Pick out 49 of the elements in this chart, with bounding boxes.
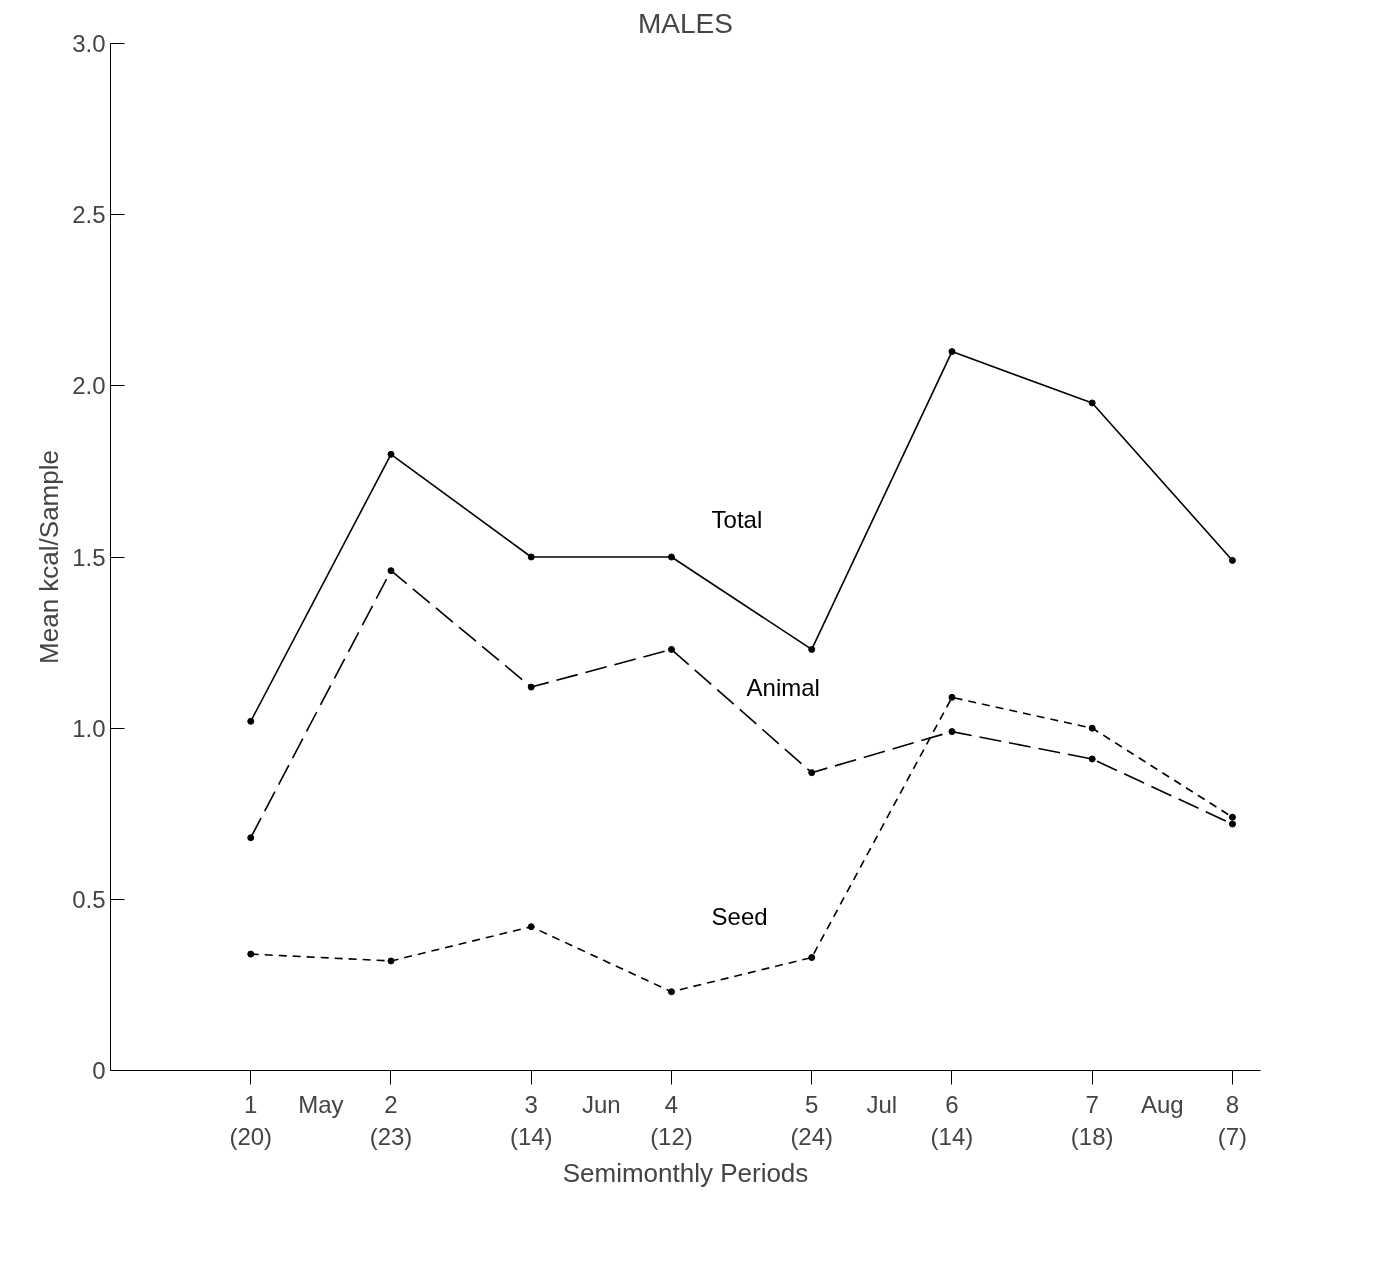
chart-title: MALES [638,7,733,39]
point [247,717,255,725]
x-tick-label: 4 (12) [650,1090,693,1150]
x-tick-label: 6 (14) [930,1090,974,1150]
y-axis-title: Mean kcal/Sample [34,450,65,664]
point [387,450,395,458]
point [247,950,255,958]
point [1228,813,1236,821]
point [808,645,816,653]
point [1228,820,1236,828]
point [1228,556,1236,564]
y-tick-label: 0 [92,1057,106,1084]
point [527,553,535,561]
series-label: Total [711,506,763,534]
x-tick-label: 2 (23) [369,1090,413,1150]
point [948,728,956,736]
text: May [298,1090,344,1118]
y-tick-label: 1.0 [72,714,106,742]
y-tick-label: 0.5 [72,885,106,913]
x-tick-label: 8 (7) [1217,1090,1248,1150]
point [667,553,675,561]
y-tick-label: 1.5 [72,543,106,571]
point [948,348,956,356]
point [808,954,816,962]
point [667,645,675,653]
text: Jun [582,1090,621,1118]
x-tick-label: 7 (18) [1070,1090,1114,1150]
point [527,683,535,691]
point [387,567,395,575]
point [1088,724,1096,732]
point [247,834,255,842]
y-tick-label: 2.0 [72,372,106,400]
point [527,923,535,931]
series-label: Animal [746,674,820,702]
text: Jul [866,1090,898,1118]
x-tick-label: 5 (24) [790,1090,834,1150]
x-axis-title: Semimonthly Periods [562,1157,809,1188]
x-tick-label: 3 (14) [509,1090,553,1150]
point [667,988,675,996]
y-tick-label: 2.5 [72,201,106,229]
point [948,693,956,701]
text: Aug [1140,1090,1184,1118]
y-tick-label: 3.0 [72,30,106,57]
point [1088,755,1096,763]
point [387,957,395,965]
point [808,769,816,777]
point [1088,399,1096,407]
series-label: Seed [711,902,768,930]
x-tick-label: 1 (20) [229,1090,273,1150]
